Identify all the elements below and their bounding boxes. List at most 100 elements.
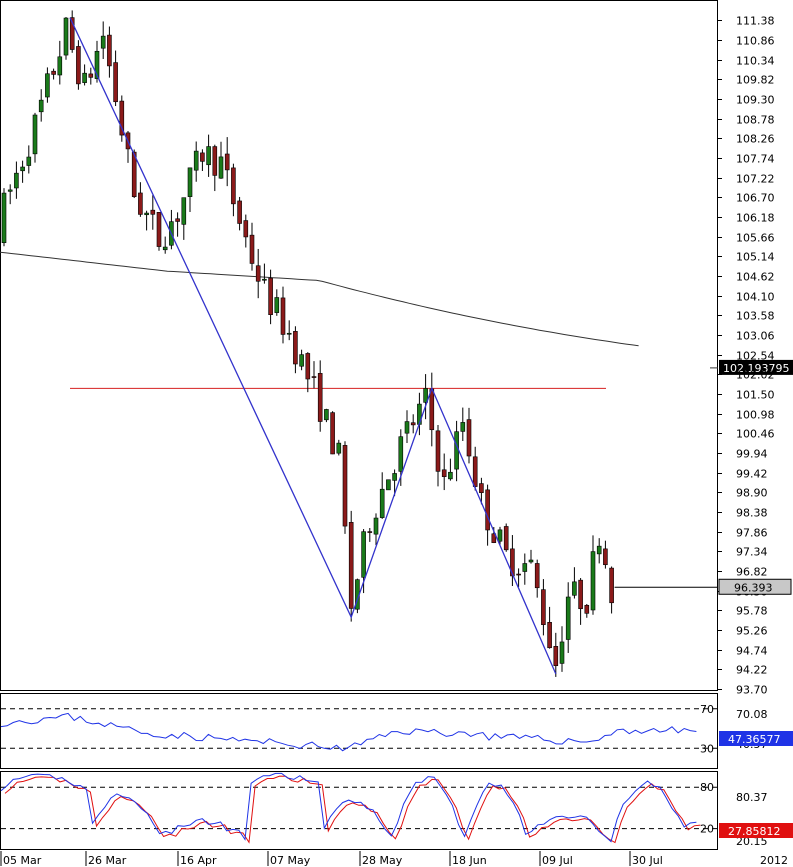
candle-body (596, 545, 602, 555)
rsi-current-label-box (719, 731, 793, 746)
candle-body (491, 533, 497, 543)
candle-body (472, 456, 478, 487)
price-tick-label: 94.22 (736, 664, 768, 677)
price-tick-label: 106.18 (736, 212, 775, 225)
date-tick-label: 05 Mar (3, 854, 42, 867)
candle-body (510, 548, 515, 577)
candle-body (522, 563, 528, 572)
candle-body (237, 200, 242, 224)
candle-body (441, 469, 447, 477)
candle-body (497, 529, 503, 542)
candle-body (466, 419, 472, 457)
rsi-line (0, 712, 697, 752)
candle-body (175, 218, 180, 222)
candle-body (565, 596, 571, 640)
stochastic-panel (0, 771, 718, 850)
candle-body (429, 388, 435, 431)
candle-body (299, 354, 304, 367)
candle-body (100, 35, 106, 49)
candle-body (14, 172, 19, 189)
price-tick-label: 99.94 (736, 448, 768, 461)
candle-body (231, 167, 236, 205)
price-tick-label: 103.06 (736, 330, 775, 343)
date-tick-label: 16 Apr (180, 854, 217, 867)
price-tick-label: 98.90 (736, 487, 768, 500)
candle-body (193, 150, 199, 171)
candle-body (1, 192, 7, 244)
stochastic-tick-label: 80.37 (736, 791, 768, 804)
stochastic-tick-label: 20.15 (736, 835, 768, 848)
price-tick-label: 108.26 (736, 133, 775, 146)
date-axis: 05 Mar 26 Mar 16 Apr 07 May 28 May 18 Jun 09 J… (0, 851, 788, 867)
candle-body (262, 278, 267, 281)
price-tick-label: 102.02 (736, 369, 775, 382)
candle-body (541, 589, 546, 625)
stochastic-level-label: 80 (700, 781, 714, 794)
rsi-level-label: 70 (700, 703, 714, 716)
candle-body (113, 62, 118, 103)
candle-body (305, 353, 311, 380)
candle-body (398, 436, 404, 472)
candle-body (150, 209, 156, 215)
candle-body (336, 442, 342, 454)
candle-body (572, 581, 577, 596)
price-tick-label: 107.74 (736, 153, 775, 166)
candle-body (603, 548, 608, 566)
moving-average-label-box (719, 359, 793, 375)
candlesticks (1, 10, 614, 677)
candle-body (404, 421, 410, 434)
candle-body (516, 573, 521, 576)
price-tick-label: 108.78 (736, 114, 775, 127)
candle-body (38, 99, 44, 113)
price-tick-label: 107.22 (736, 173, 775, 186)
candle-body (485, 489, 490, 531)
price-tick-label: 105.66 (736, 232, 775, 245)
candle-body (181, 197, 187, 225)
date-tick-label: 30 Jul (632, 854, 663, 867)
candle-body (156, 212, 162, 247)
candle-body (51, 70, 56, 75)
date-tick-label: 2012 (760, 854, 788, 867)
price-tick-label: 96.82 (736, 566, 768, 579)
candle-body (138, 192, 143, 215)
candle-body (503, 526, 509, 551)
rsi-tick-label: 70.08 (736, 708, 768, 721)
candle-body (107, 34, 112, 67)
candle-body (448, 471, 453, 480)
price-tick-label: 104.10 (736, 291, 775, 304)
candle-body (454, 431, 459, 470)
moving-average-line (0, 251, 639, 347)
candle-body (212, 146, 218, 176)
date-tick-label: 28 May (362, 854, 403, 867)
candle-body (361, 531, 366, 578)
price-tick-label: 109.82 (736, 74, 775, 87)
candle-body (367, 531, 373, 533)
price-tick-label: 106.70 (736, 192, 775, 205)
candle-body (528, 559, 534, 563)
candle-body (590, 551, 596, 611)
price-tick-label: 93.70 (736, 684, 768, 697)
candle-body (119, 100, 125, 136)
candle-body (534, 563, 540, 589)
candle-body (82, 72, 87, 83)
price-tick-label: 97.86 (736, 527, 768, 540)
candle-body (460, 422, 466, 432)
price-tick-label: 94.74 (736, 645, 768, 658)
candle-body (57, 56, 63, 76)
candle-body (76, 46, 81, 85)
price-tick-label: 110.86 (736, 35, 775, 48)
price-tick-label: 99.42 (736, 468, 768, 481)
candle-body (94, 50, 100, 79)
candle-body (268, 277, 273, 315)
candle-body (20, 166, 25, 172)
candle-body (224, 153, 230, 171)
price-tick-label: 109.30 (736, 94, 775, 107)
candle-body (63, 17, 69, 56)
date-tick-label: 09 Jul (542, 854, 573, 867)
price-tick-label: 100.46 (736, 428, 775, 441)
zigzag-pattern-line (69, 17, 557, 675)
candle-body (410, 422, 416, 426)
